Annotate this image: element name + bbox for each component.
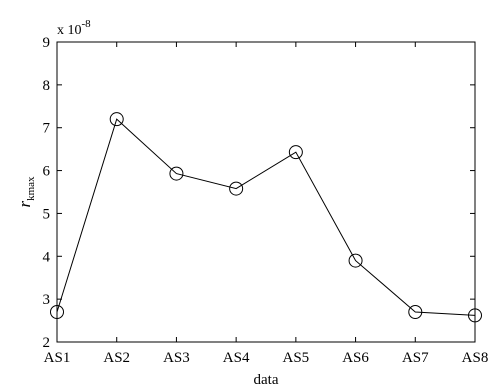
x-tick-label: AS6 (342, 350, 369, 366)
y-tick-label: 9 (43, 35, 51, 51)
data-point (468, 308, 482, 323)
data-point (288, 145, 303, 160)
y-axis-label-main: r (15, 201, 34, 208)
x-tick-label: AS2 (103, 350, 130, 366)
data-point (348, 253, 363, 268)
data-point (408, 305, 423, 319)
y-axis-label: rkmax (15, 176, 37, 208)
x-tick-label: AS7 (402, 350, 429, 366)
plot-frame (56, 41, 476, 343)
x-tick-label: AS5 (283, 350, 310, 366)
data-point (169, 166, 184, 181)
y-tick-label: 4 (43, 249, 51, 265)
data-series (50, 112, 482, 323)
x-tick-label: AS1 (44, 350, 71, 366)
data-point (229, 181, 244, 196)
x-axis-ticks: AS1 AS2 AS3 AS4 AS5 AS6 AS7 AS8 (44, 42, 489, 366)
x-axis-label: data (254, 372, 279, 388)
exponent-power: -8 (82, 18, 92, 30)
y-tick-label: 6 (43, 164, 51, 180)
x-tick-label: AS8 (462, 350, 489, 366)
y-tick-label: 7 (43, 121, 51, 137)
y-tick-label: 5 (43, 206, 51, 222)
y-axis-label-sub: kmax (25, 176, 37, 201)
exponent-base: x 10 (57, 23, 82, 38)
y-axis-ticks: 2 3 4 5 6 7 8 9 (43, 35, 475, 351)
exponent-label: x 10-8 (57, 18, 91, 38)
y-tick-label: 3 (43, 292, 51, 308)
data-point (109, 112, 124, 127)
series-line (56, 118, 476, 316)
x-tick-label: AS3 (163, 350, 190, 366)
data-point (50, 305, 64, 319)
y-tick-label: 2 (43, 335, 51, 351)
y-tick-label: 8 (43, 78, 51, 94)
x-tick-label: AS4 (223, 350, 250, 366)
